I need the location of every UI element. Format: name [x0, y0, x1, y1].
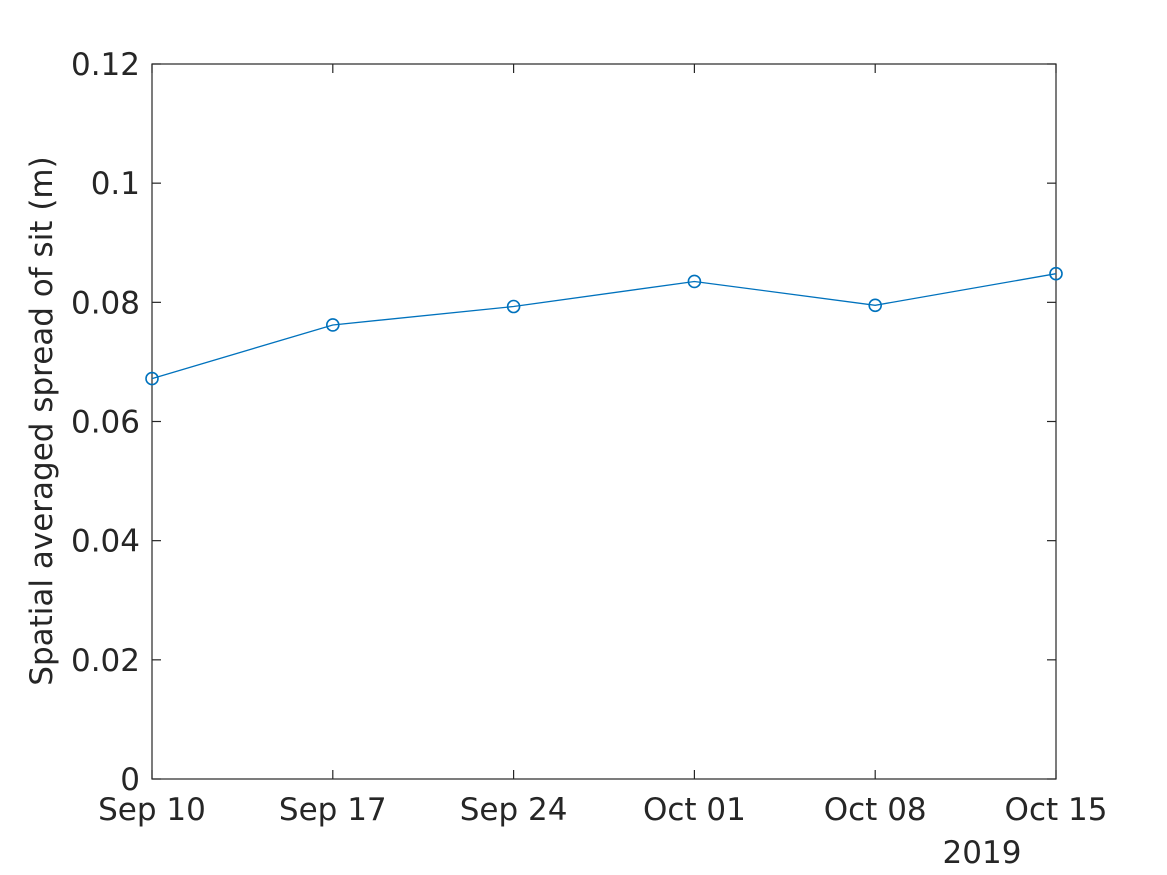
data-point-marker: [868, 298, 883, 313]
x-tick-label: Sep 10: [98, 792, 206, 828]
y-tick-label: 0.02: [71, 643, 140, 679]
axes-box: [151, 63, 1057, 780]
x-tick-label: Sep 24: [460, 792, 568, 828]
y-axis-label: Spatial averaged spread of sit (m): [24, 156, 60, 685]
plot-area: [152, 64, 1056, 779]
x-tick-label: Oct 01: [643, 792, 746, 828]
x-axis-year-label: 2019: [943, 835, 1022, 871]
y-tick-label: 0.1: [91, 166, 140, 202]
data-point-marker: [1049, 266, 1063, 281]
y-tick-label: 0.12: [71, 47, 140, 83]
x-tick-group: Sep 10 Sep 17 Sep 24 Oct 01 Oct 08 Oct 15: [98, 64, 1107, 828]
x-tick-label: Oct 08: [824, 792, 927, 828]
data-point-marker: [687, 274, 702, 289]
y-tick-group: 0 0.02 0.04 0.06 0.08 0.1 0.12: [71, 47, 1056, 798]
data-point-marker: [145, 371, 159, 386]
data-point-marker: [506, 299, 521, 314]
y-tick-label: 0.08: [71, 285, 140, 321]
data-point-marker: [325, 318, 340, 332]
marker-group: [145, 266, 1063, 386]
y-tick-label: 0.06: [71, 405, 140, 441]
y-tick-label: 0: [120, 762, 140, 798]
x-tick-label: Oct 15: [1005, 792, 1108, 828]
x-tick-label: Sep 17: [279, 792, 387, 828]
y-tick-label: 0.04: [71, 524, 140, 560]
series-line: [151, 273, 1057, 380]
